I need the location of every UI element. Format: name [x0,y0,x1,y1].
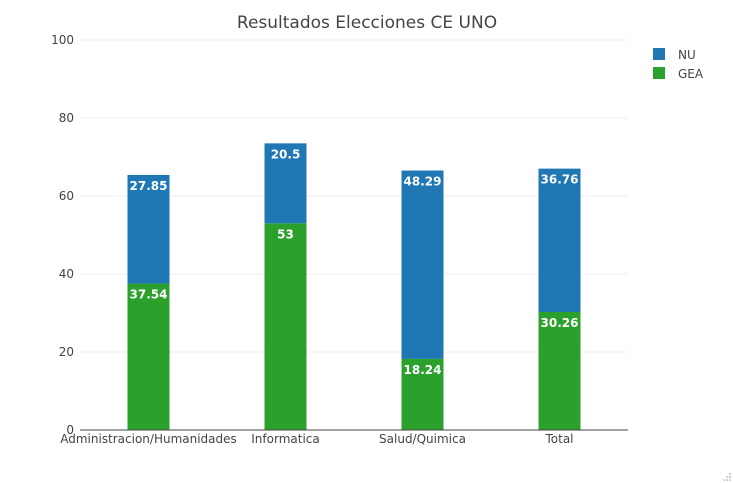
data-label: 53 [277,227,294,241]
y-tick-label: 20 [59,345,74,359]
legend-swatch [653,67,665,79]
y-tick-label: 0 [66,423,74,437]
grid-lines [80,39,628,353]
y-tick-label: 100 [51,33,74,47]
bar-gea-1[interactable] [264,223,307,430]
y-axis-ticks: 0 20 40 60 80 100 [51,33,74,437]
data-label: 30.26 [541,316,579,330]
x-tick-label: Informatica [251,432,319,446]
data-label: 20.5 [271,147,301,161]
data-label: 27.85 [130,179,168,193]
x-tick-label: Administracion/Humanidades [60,432,237,446]
data-label: 48.29 [404,175,442,189]
y-tick-label: 80 [59,111,74,125]
x-tick-label: Total [544,432,573,446]
data-label: 37.54 [130,288,168,302]
bar-nu-1[interactable] [264,143,307,224]
bar-nu-2[interactable] [401,170,444,359]
bar-nu-3[interactable] [538,168,581,312]
y-tick-label: 60 [59,189,74,203]
legend-label: NU [678,48,696,62]
bar-gea-3[interactable] [538,311,581,430]
x-tick-label: Salud/Quimica [379,432,466,446]
data-label: 36.76 [541,173,579,187]
bar-gea-0[interactable] [127,283,170,430]
data-label: 18.24 [404,363,442,377]
legend[interactable]: NU GEA [653,48,704,81]
data-labels: 37.54 27.85 53 20.5 18.24 48.29 30.26 36.76 [130,147,579,377]
bar-nu-0[interactable] [127,174,170,284]
y-tick-label: 40 [59,267,74,281]
resize-grip-icon[interactable] [723,473,731,481]
legend-item-gea[interactable]: GEA [653,67,704,81]
legend-swatch [653,48,665,60]
legend-label: GEA [678,67,704,81]
chart-title: Resultados Elecciones CE UNO [237,13,497,33]
legend-item-nu[interactable]: NU [653,48,696,62]
x-axis-ticks: Administracion/Humanidades Informatica Sal… [60,432,573,446]
bars [127,143,581,430]
bar-gea-2[interactable] [401,358,444,430]
